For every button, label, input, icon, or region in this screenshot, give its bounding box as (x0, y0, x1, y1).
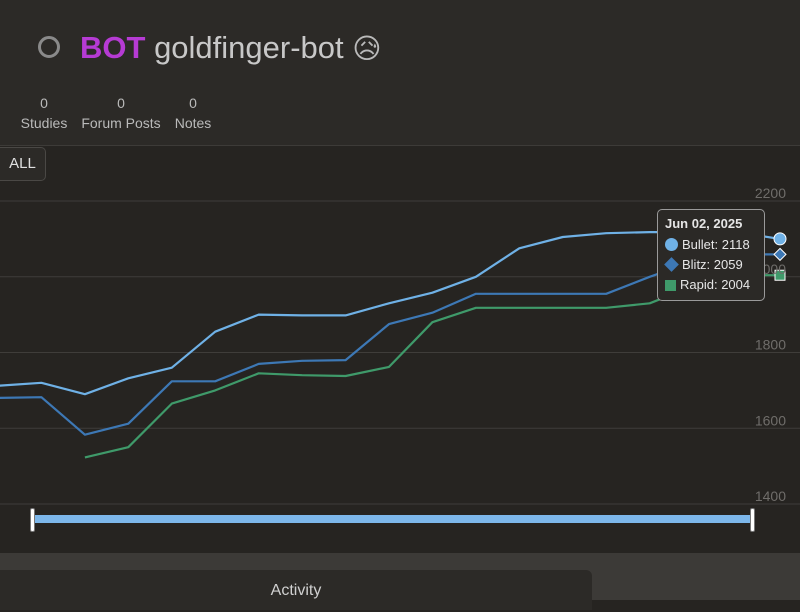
rapid-hover-marker (774, 269, 786, 281)
tooltip-blitz-value: Blitz: 2059 (682, 257, 743, 272)
navigator-right-handle[interactable] (750, 508, 755, 532)
bullet-circle-icon (665, 238, 678, 251)
y-tick-label: 1600 (755, 412, 786, 428)
rapid-square-icon (665, 280, 676, 291)
y-tick-label: 1800 (755, 337, 786, 353)
bullet-hover-marker (773, 232, 787, 246)
studies-label: Studies (20, 115, 68, 131)
tooltip-row-rapid: Rapid: 2004 (665, 275, 757, 295)
tooltip-row-blitz: Blitz: 2059 (664, 255, 757, 275)
tooltip-rapid-value: Rapid: 2004 (680, 277, 751, 292)
profile-title: BOT goldfinger-bot 😥 (80, 28, 381, 69)
sad-face-emoji-icon: 😥 (352, 33, 382, 64)
blitz-diamond-icon (664, 257, 679, 272)
bot-badge: BOT (80, 30, 146, 65)
tooltip-bullet-value: Bullet: 2118 (682, 237, 750, 252)
series-line-rapid (84, 274, 780, 459)
navigator-left-handle[interactable] (30, 508, 35, 532)
blitz-hover-marker (773, 247, 787, 262)
series-line-blitz (0, 253, 780, 436)
studies-link[interactable]: 0 Studies (20, 93, 68, 133)
y-tick-label: 1400 (755, 488, 786, 504)
series-line-bullet (0, 231, 781, 396)
notes-label: Notes (174, 115, 212, 131)
forum-posts-count: 0 (117, 95, 125, 111)
username: goldfinger-bot (154, 30, 344, 65)
offline-status-icon (38, 36, 60, 58)
notes-count: 0 (189, 95, 197, 111)
tooltip-date: Jun 02, 2025 (665, 216, 743, 231)
chart-navigator[interactable] (0, 505, 800, 555)
activity-tab[interactable]: Activity (0, 570, 592, 610)
chart-series (0, 231, 787, 459)
navigator-range-bar[interactable] (33, 515, 753, 523)
tooltip-row-bullet: Bullet: 2118 (665, 235, 757, 255)
y-tick-label: 2200 (755, 185, 786, 201)
notes-link[interactable]: 0 Notes (174, 93, 212, 133)
range-all-button[interactable]: ALL (0, 147, 46, 181)
chart-tooltip: Jun 02, 2025 Bullet: 2118 Blitz: 2059 Ra… (657, 209, 765, 301)
forum-posts-label: Forum Posts (81, 115, 161, 131)
studies-count: 0 (40, 95, 48, 111)
forum-posts-link[interactable]: 0 Forum Posts (80, 93, 162, 133)
profile-header: BOT goldfinger-bot 😥 0 Studies 0 Forum P… (0, 0, 800, 145)
header-divider (0, 145, 800, 146)
